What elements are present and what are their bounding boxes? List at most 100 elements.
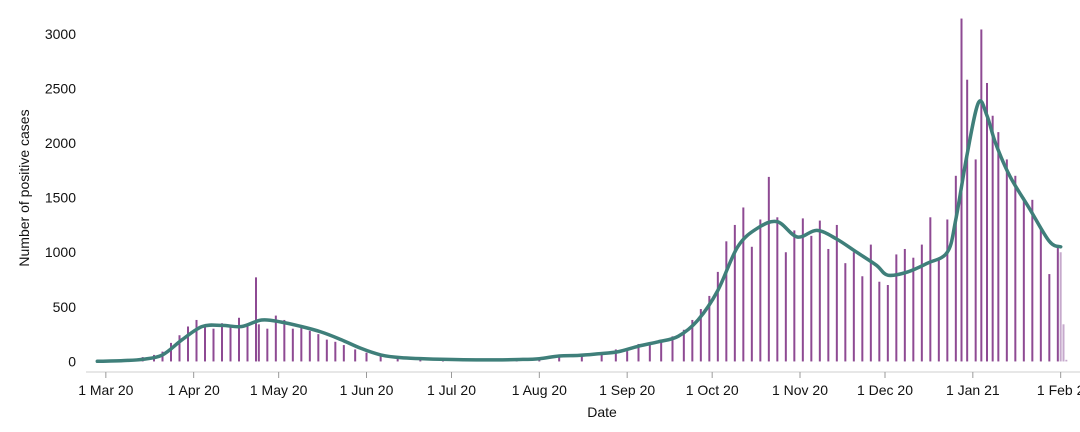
- case-bar: [1059, 252, 1062, 362]
- case-bar: [929, 217, 932, 362]
- case-bar: [1065, 359, 1068, 362]
- case-bar: [946, 219, 949, 362]
- case-bar: [827, 248, 830, 362]
- case-bar: [266, 328, 269, 362]
- x-tick-label: 1 Oct 20: [686, 382, 739, 398]
- case-bar: [1039, 227, 1042, 362]
- case-bar: [1014, 175, 1017, 362]
- case-bar: [1056, 246, 1059, 362]
- x-tick-label: 1 Jul 20: [427, 382, 476, 398]
- x-tick-label: 1 Nov 20: [772, 382, 828, 398]
- case-bar: [991, 115, 994, 362]
- x-tick-label: 1 Feb 2: [1037, 382, 1080, 398]
- y-axis-ticks: 0 500 1000 1500 2000 2500 3000: [45, 26, 76, 370]
- case-bar: [997, 132, 1000, 362]
- case-bar: [354, 349, 357, 362]
- case-bar: [878, 281, 881, 362]
- case-bar: [238, 317, 240, 362]
- case-bar: [255, 277, 257, 362]
- case-bar: [246, 325, 249, 362]
- case-bar: [637, 343, 640, 362]
- case-bar: [869, 244, 872, 362]
- case-bar: [699, 309, 702, 362]
- y-tick-label: 500: [53, 299, 77, 315]
- case-bar: [912, 257, 915, 362]
- case-bar: [600, 353, 603, 362]
- case-bar: [1005, 159, 1008, 362]
- case-bar: [1048, 274, 1051, 362]
- case-bar: [1031, 199, 1034, 362]
- case-bar: [671, 336, 674, 362]
- x-tick-label: 1 Aug 20: [512, 382, 567, 398]
- case-bar: [954, 175, 957, 362]
- case-bar: [365, 352, 368, 362]
- case-bar: [334, 341, 337, 362]
- rolling-average-line: [95, 99, 1063, 364]
- case-bar: [187, 326, 189, 362]
- case-bar: [283, 319, 286, 362]
- case-bar: [835, 224, 838, 362]
- case-bar: [844, 263, 847, 362]
- case-bar: [691, 319, 694, 362]
- case-bar: [229, 326, 232, 362]
- case-bar: [886, 285, 889, 362]
- x-tick-label: 1 Jan 21: [946, 382, 1000, 398]
- case-bar: [660, 339, 663, 362]
- case-bar: [379, 355, 382, 362]
- case-bar: [733, 224, 736, 362]
- y-tick-label: 1500: [45, 190, 76, 206]
- case-bar: [1022, 197, 1025, 362]
- x-axis-ticks: 1 Mar 20 1 Apr 20 1 May 20 1 Jun 20 1 Jul 20…: [78, 372, 1080, 398]
- case-bar: [195, 319, 198, 362]
- case-bar: [626, 351, 629, 362]
- case-bar: [767, 176, 770, 362]
- y-tick-label: 2000: [45, 135, 76, 151]
- case-bar: [725, 241, 728, 362]
- case-bar: [396, 357, 399, 362]
- case-bar: [784, 252, 787, 362]
- case-bar: [895, 254, 898, 362]
- case-bar: [257, 324, 260, 362]
- case-bar: [204, 325, 206, 362]
- case-bar: [291, 328, 294, 362]
- case-bar: [742, 207, 745, 362]
- case-bar: [776, 217, 779, 362]
- case-bar: [325, 339, 328, 362]
- x-tick-label: 1 Jun 20: [340, 382, 394, 398]
- case-bar: [903, 248, 906, 362]
- x-tick-label: 1 Apr 20: [168, 382, 220, 398]
- case-bar: [308, 330, 311, 362]
- case-bar: [861, 276, 864, 362]
- case-bar: [558, 355, 561, 362]
- case-bar: [178, 335, 181, 362]
- x-tick-label: 1 Mar 20: [78, 382, 133, 398]
- case-bar: [170, 342, 172, 362]
- case-bar: [920, 244, 923, 362]
- case-bar: [1062, 324, 1065, 362]
- case-bar: [682, 329, 685, 362]
- case-bar: [759, 219, 762, 362]
- y-tick-label: 0: [68, 353, 76, 369]
- case-bar: [212, 328, 215, 362]
- y-tick-label: 3000: [45, 26, 76, 42]
- case-bar: [580, 354, 583, 362]
- case-bar: [966, 79, 969, 362]
- case-bar: [818, 220, 821, 362]
- case-bar: [648, 342, 651, 362]
- case-bar: [974, 159, 977, 362]
- case-bar: [317, 334, 320, 362]
- case-bar: [986, 82, 988, 362]
- case-bar: [801, 218, 804, 362]
- x-tick-label: 1 Dec 20: [857, 382, 913, 398]
- y-tick-label: 1000: [45, 244, 76, 260]
- case-bar: [614, 349, 617, 362]
- case-bar: [793, 230, 796, 362]
- case-bar: [342, 345, 345, 362]
- case-bar: [750, 246, 753, 362]
- x-tick-label: 1 May 20: [250, 382, 308, 398]
- y-axis-title: Number of positive cases: [16, 109, 32, 266]
- case-bar: [980, 29, 983, 362]
- daily-cases-bars: [96, 18, 1068, 362]
- case-bar: [300, 326, 303, 362]
